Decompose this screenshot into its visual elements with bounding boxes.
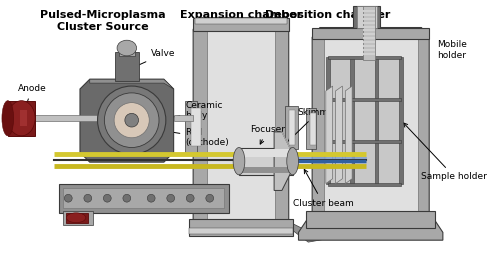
Ellipse shape [148, 194, 155, 202]
Bar [357, 6, 376, 28]
Polygon shape [298, 221, 443, 240]
Bar [363, 45, 374, 47]
Bar [191, 109, 201, 146]
Bar [66, 213, 88, 223]
Bar [363, 10, 374, 12]
Polygon shape [193, 18, 288, 232]
Ellipse shape [186, 194, 194, 202]
Bar [306, 211, 435, 228]
Bar [64, 188, 224, 208]
Bar [20, 115, 100, 121]
Bar [363, 41, 374, 43]
Bar [363, 26, 374, 28]
Bar [193, 18, 288, 31]
Text: Skimmer: Skimmer [288, 108, 338, 141]
Ellipse shape [104, 93, 159, 147]
Text: Sample holder: Sample holder [404, 123, 487, 181]
Text: Anode: Anode [18, 84, 46, 115]
Ellipse shape [233, 147, 245, 175]
Bar [328, 140, 401, 143]
Bar [312, 28, 429, 39]
Ellipse shape [114, 103, 149, 138]
Bar [363, 37, 374, 39]
Ellipse shape [8, 101, 35, 136]
Bar [324, 39, 418, 211]
Polygon shape [326, 86, 332, 184]
Ellipse shape [84, 194, 92, 202]
Bar [363, 14, 374, 16]
Bar [174, 115, 193, 121]
Ellipse shape [98, 86, 166, 154]
Polygon shape [90, 79, 174, 89]
Bar [195, 18, 287, 24]
Polygon shape [346, 86, 352, 184]
Bar [20, 110, 28, 126]
Ellipse shape [104, 194, 111, 202]
Bar [399, 57, 403, 184]
Text: Rod
(cathode): Rod (cathode) [102, 120, 229, 147]
Bar [119, 48, 134, 56]
Bar [288, 110, 294, 145]
Polygon shape [80, 79, 174, 162]
Bar [363, 53, 374, 55]
Bar [353, 6, 380, 30]
Ellipse shape [287, 147, 298, 175]
Bar [328, 56, 401, 59]
Polygon shape [207, 31, 275, 219]
Polygon shape [285, 221, 342, 242]
Text: Deposition chamber: Deposition chamber [265, 10, 390, 20]
Ellipse shape [167, 194, 174, 202]
Text: Expansion chamber: Expansion chamber [180, 10, 302, 20]
Ellipse shape [14, 113, 24, 123]
Ellipse shape [2, 101, 14, 136]
Bar [241, 150, 290, 157]
Ellipse shape [117, 40, 136, 56]
Text: Ceramic
body: Ceramic body [148, 101, 223, 123]
Ellipse shape [125, 113, 138, 127]
Bar [310, 113, 316, 145]
Bar [239, 147, 292, 175]
Text: Valve: Valve [132, 49, 176, 68]
Bar [8, 101, 35, 136]
Bar [241, 167, 290, 173]
Ellipse shape [64, 194, 72, 202]
Bar [374, 57, 378, 184]
Bar [363, 33, 374, 35]
Bar [363, 29, 374, 31]
Bar [326, 57, 330, 184]
Bar [363, 18, 374, 20]
Bar [363, 22, 374, 24]
Bar [64, 211, 92, 225]
Ellipse shape [206, 194, 214, 202]
Bar [115, 52, 138, 81]
Bar [306, 109, 316, 150]
Bar [285, 105, 298, 150]
Ellipse shape [123, 194, 130, 202]
Text: Mobile
holder: Mobile holder [437, 40, 467, 60]
Polygon shape [336, 86, 342, 184]
Text: Cluster beam: Cluster beam [292, 169, 354, 208]
Polygon shape [312, 28, 429, 223]
Bar [350, 57, 354, 184]
Bar [363, 49, 374, 51]
Bar [328, 98, 401, 101]
Bar [363, 6, 374, 60]
Bar [189, 228, 292, 234]
Text: Pulsed-Microplasma
Cluster Source: Pulsed-Microplasma Cluster Source [40, 10, 165, 31]
Ellipse shape [66, 213, 86, 223]
Bar [58, 184, 229, 213]
Bar [328, 183, 401, 186]
Bar [186, 101, 197, 154]
Text: Focuser: Focuser [250, 125, 284, 144]
Bar [328, 57, 401, 184]
Polygon shape [274, 132, 293, 190]
Bar [189, 219, 292, 236]
